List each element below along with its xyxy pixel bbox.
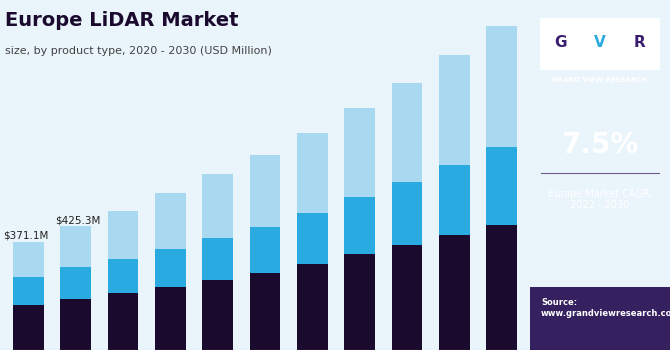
Bar (439, 55, 470, 165)
Bar (250, 273, 280, 350)
Bar (155, 287, 186, 350)
Text: G: G (555, 35, 567, 50)
Bar (202, 174, 233, 238)
Bar (202, 238, 233, 280)
Text: $425.3M: $425.3M (56, 215, 100, 225)
Text: Europe Market CAGR,
2022 - 2030: Europe Market CAGR, 2022 - 2030 (547, 189, 653, 210)
Text: V: V (594, 35, 606, 50)
Bar (486, 225, 517, 350)
Text: Europe LiDAR Market: Europe LiDAR Market (5, 10, 239, 29)
Text: 7.5%: 7.5% (561, 131, 639, 159)
Bar (344, 197, 375, 254)
Bar (155, 193, 186, 249)
Bar (155, 249, 186, 287)
Bar (108, 293, 139, 350)
Bar (391, 182, 422, 245)
FancyBboxPatch shape (530, 287, 670, 350)
Bar (13, 305, 44, 350)
Bar (297, 133, 328, 213)
Bar (344, 108, 375, 197)
Bar (60, 226, 91, 267)
Bar (250, 227, 280, 273)
Text: $371.1M: $371.1M (3, 231, 49, 241)
Bar (13, 242, 44, 277)
Bar (391, 245, 422, 350)
Text: R: R (633, 35, 645, 50)
Bar (391, 83, 422, 182)
Text: size, by product type, 2020 - 2030 (USD Million): size, by product type, 2020 - 2030 (USD … (5, 46, 272, 56)
Bar (60, 267, 91, 299)
Bar (250, 155, 280, 227)
Bar (439, 235, 470, 350)
Bar (202, 280, 233, 350)
Text: Source:
www.grandviewresearch.com: Source: www.grandviewresearch.com (541, 298, 670, 318)
Bar (297, 213, 328, 264)
Bar (344, 254, 375, 350)
Text: GRAND VIEW RESEARCH: GRAND VIEW RESEARCH (553, 77, 647, 84)
Bar (108, 259, 139, 293)
Bar (486, 26, 517, 147)
Bar (60, 299, 91, 350)
Bar (108, 211, 139, 259)
Bar (297, 264, 328, 350)
Bar (439, 165, 470, 235)
FancyBboxPatch shape (540, 18, 660, 70)
Bar (13, 277, 44, 305)
Bar (486, 147, 517, 225)
